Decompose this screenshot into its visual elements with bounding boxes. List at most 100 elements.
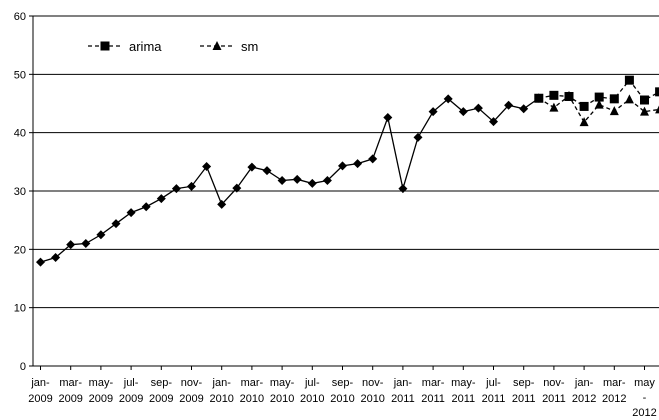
y-tick-label: 40 xyxy=(14,128,26,140)
legend-label-sm: sm xyxy=(241,39,258,54)
data-point-observed xyxy=(443,94,453,104)
x-tick-label-dash: - xyxy=(643,392,647,404)
x-tick-label-month: jan- xyxy=(212,377,232,389)
legend-marker-sm xyxy=(212,41,222,50)
data-point-observed xyxy=(519,104,529,114)
x-tick-label-month: nov- xyxy=(543,377,565,389)
series-line-observed xyxy=(40,97,540,263)
data-point-observed xyxy=(383,113,393,122)
data-point-observed xyxy=(232,183,242,193)
data-point-observed xyxy=(156,194,166,204)
x-tick-label-year: 2011 xyxy=(542,393,566,405)
x-tick-label-year: 2012 xyxy=(632,407,656,419)
x-tick-label-year: 2010 xyxy=(209,393,233,405)
data-point-arima xyxy=(579,101,589,111)
data-point-observed xyxy=(247,162,257,172)
legend-marker-arima xyxy=(100,41,110,51)
data-point-observed xyxy=(81,239,91,248)
x-tick-label-month: may xyxy=(634,377,655,389)
data-point-observed xyxy=(504,100,514,110)
x-tick-label-month: jul- xyxy=(485,377,501,389)
data-point-observed xyxy=(202,162,212,171)
y-tick-label: 60 xyxy=(14,11,26,23)
data-point-sm xyxy=(609,106,619,116)
x-tick-label-month: may- xyxy=(451,377,476,389)
data-point-observed xyxy=(51,253,61,262)
data-point-arima xyxy=(609,94,619,104)
data-point-observed xyxy=(292,174,302,184)
x-tick-label-month: nov- xyxy=(362,377,384,389)
y-tick-label: 0 xyxy=(20,361,26,373)
data-point-observed xyxy=(368,154,378,164)
data-point-observed xyxy=(338,161,347,171)
x-tick-label-year: 2010 xyxy=(330,393,354,405)
data-point-observed xyxy=(171,184,181,194)
data-point-observed xyxy=(126,208,136,218)
series-line-sm xyxy=(538,94,659,124)
data-point-sm xyxy=(579,117,589,127)
x-tick-label-month: nov- xyxy=(181,377,203,389)
data-point-observed xyxy=(428,107,438,117)
x-tick-label-year: 2009 xyxy=(89,393,113,405)
y-tick-label: 20 xyxy=(14,244,26,256)
x-tick-label-year: 2009 xyxy=(28,393,52,405)
x-tick-label-month: sep- xyxy=(513,377,535,389)
data-point-sm xyxy=(594,99,604,109)
x-tick-label-month: may- xyxy=(89,377,114,389)
legend-label-arima: arima xyxy=(129,39,162,54)
x-tick-label-year: 2009 xyxy=(58,393,82,405)
x-tick-label-year: 2010 xyxy=(360,393,384,405)
data-point-observed xyxy=(413,132,423,142)
data-point-observed xyxy=(66,240,76,250)
data-point-observed xyxy=(307,178,317,188)
data-point-observed xyxy=(322,176,332,185)
data-point-arima xyxy=(594,92,604,102)
x-tick-label-month: mar- xyxy=(59,377,82,389)
data-point-arima xyxy=(640,95,649,105)
data-point-arima xyxy=(655,87,659,97)
x-tick-label-year: 2009 xyxy=(119,393,143,405)
data-point-observed xyxy=(262,166,272,176)
data-point-sm xyxy=(655,105,659,114)
data-point-arima xyxy=(624,75,634,85)
data-point-observed xyxy=(534,93,544,103)
x-tick-label-year: 2010 xyxy=(300,393,324,405)
data-point-observed xyxy=(458,107,468,117)
data-point-observed xyxy=(217,199,227,209)
x-tick-label-year: 2011 xyxy=(421,393,445,405)
data-point-observed xyxy=(353,159,363,169)
data-point-observed xyxy=(96,230,106,240)
x-tick-label-year: 2011 xyxy=(482,393,506,405)
x-tick-label-month: mar- xyxy=(241,377,264,389)
x-tick-label-year: 2012 xyxy=(602,393,626,405)
data-point-observed xyxy=(111,219,121,229)
data-point-sm xyxy=(549,102,559,112)
x-tick-label-month: mar- xyxy=(603,377,626,389)
data-point-observed xyxy=(36,257,45,267)
x-tick-label-month: may- xyxy=(270,377,295,389)
data-point-observed xyxy=(473,103,483,113)
x-tick-label-month: jan- xyxy=(574,377,594,389)
x-tick-label-month: jan- xyxy=(30,377,50,389)
x-tick-label-month: jul- xyxy=(304,377,320,389)
x-tick-label-year: 2010 xyxy=(270,393,294,405)
data-point-arima xyxy=(549,90,559,100)
x-tick-label-month: mar- xyxy=(422,377,445,389)
data-point-observed xyxy=(187,181,196,191)
x-tick-label-month: sep- xyxy=(151,377,173,389)
x-tick-label-year: 2009 xyxy=(179,393,203,405)
x-tick-label-month: jul- xyxy=(123,377,139,389)
x-tick-label-year: 2012 xyxy=(572,393,596,405)
data-point-sm xyxy=(640,106,649,116)
x-tick-label-month: jan- xyxy=(393,377,413,389)
data-point-observed xyxy=(277,176,287,185)
data-point-observed xyxy=(141,202,151,212)
y-tick-label: 30 xyxy=(14,186,26,198)
data-point-sm xyxy=(624,94,634,104)
y-tick-label: 50 xyxy=(14,69,26,81)
y-tick-label: 10 xyxy=(14,303,26,315)
data-point-observed xyxy=(398,184,408,194)
data-point-observed xyxy=(489,117,498,127)
